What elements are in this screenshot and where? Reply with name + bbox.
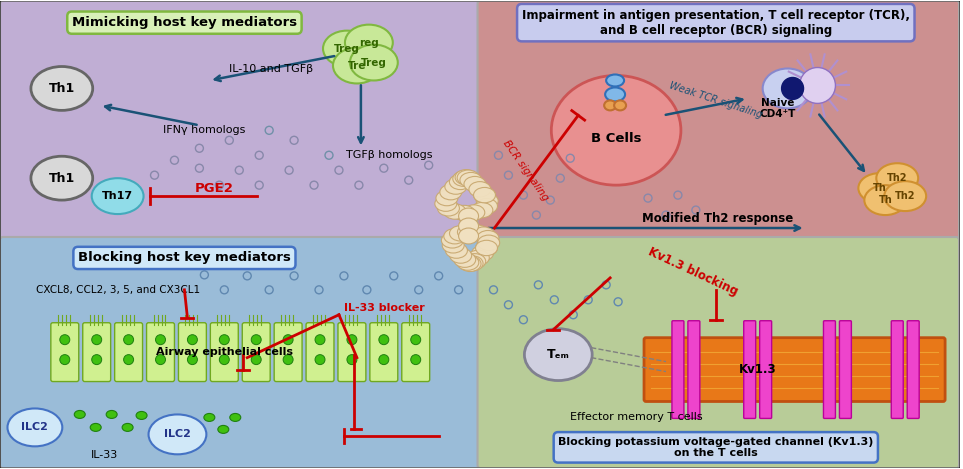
Ellipse shape <box>31 156 92 200</box>
Ellipse shape <box>350 45 398 81</box>
Text: Blocking potassium voltage-gated channel (Kv1.3)
on the T cells: Blocking potassium voltage-gated channel… <box>559 437 873 458</box>
FancyBboxPatch shape <box>672 321 684 418</box>
Ellipse shape <box>466 225 488 240</box>
Ellipse shape <box>218 425 229 433</box>
Ellipse shape <box>453 171 475 186</box>
Text: IL-10 and TGFβ: IL-10 and TGFβ <box>229 63 313 74</box>
Text: Blocking host key mediators: Blocking host key mediators <box>78 251 291 265</box>
Circle shape <box>283 335 293 345</box>
Ellipse shape <box>455 170 477 185</box>
Text: Treg: Treg <box>334 44 360 53</box>
Ellipse shape <box>454 252 476 267</box>
Ellipse shape <box>204 414 215 422</box>
Ellipse shape <box>471 203 493 218</box>
Ellipse shape <box>450 226 472 241</box>
Text: IL-33: IL-33 <box>91 450 118 460</box>
FancyBboxPatch shape <box>146 323 174 382</box>
Text: Tre: Tre <box>348 61 366 70</box>
Circle shape <box>220 355 229 364</box>
Circle shape <box>91 355 102 364</box>
Ellipse shape <box>476 198 498 214</box>
FancyBboxPatch shape <box>338 323 366 382</box>
Ellipse shape <box>457 170 480 185</box>
Text: Th1: Th1 <box>49 82 75 95</box>
FancyBboxPatch shape <box>644 338 945 401</box>
Ellipse shape <box>437 201 459 216</box>
Ellipse shape <box>333 47 380 83</box>
FancyBboxPatch shape <box>370 323 398 382</box>
Text: Modified Th2 response: Modified Th2 response <box>642 212 794 225</box>
FancyBboxPatch shape <box>51 323 79 382</box>
Text: ILC2: ILC2 <box>164 430 191 439</box>
Ellipse shape <box>323 30 371 67</box>
Ellipse shape <box>436 190 457 206</box>
Ellipse shape <box>31 67 92 110</box>
Text: B Cells: B Cells <box>591 132 641 145</box>
Ellipse shape <box>606 75 624 86</box>
Circle shape <box>220 335 229 345</box>
Ellipse shape <box>444 204 466 219</box>
Ellipse shape <box>122 424 133 431</box>
FancyBboxPatch shape <box>0 237 480 468</box>
FancyBboxPatch shape <box>210 323 238 382</box>
Circle shape <box>378 355 389 364</box>
Circle shape <box>315 335 325 345</box>
Ellipse shape <box>884 181 926 211</box>
Ellipse shape <box>474 188 496 203</box>
Ellipse shape <box>74 410 86 418</box>
Circle shape <box>411 335 421 345</box>
Text: CXCL8, CCL2, 3, 5, and CX3CL1: CXCL8, CCL2, 3, 5, and CX3CL1 <box>36 285 199 295</box>
Circle shape <box>251 335 261 345</box>
Ellipse shape <box>477 230 499 246</box>
Ellipse shape <box>782 77 803 99</box>
Ellipse shape <box>472 245 494 261</box>
Ellipse shape <box>551 76 681 185</box>
FancyBboxPatch shape <box>478 1 959 240</box>
Text: ILC2: ILC2 <box>21 423 48 432</box>
Text: BCR signaling: BCR signaling <box>501 138 550 203</box>
Ellipse shape <box>345 25 393 61</box>
Circle shape <box>347 355 357 364</box>
FancyBboxPatch shape <box>83 323 111 382</box>
Ellipse shape <box>467 250 489 265</box>
Ellipse shape <box>476 240 498 256</box>
Text: TGFβ homologs: TGFβ homologs <box>346 150 432 160</box>
Ellipse shape <box>435 196 456 212</box>
Ellipse shape <box>136 411 147 419</box>
Circle shape <box>188 355 197 364</box>
Ellipse shape <box>8 408 63 446</box>
Ellipse shape <box>440 184 462 200</box>
Circle shape <box>251 355 261 364</box>
Ellipse shape <box>464 254 485 269</box>
Text: Tₑₘ: Tₑₘ <box>547 348 570 361</box>
Text: IFNγ homologs: IFNγ homologs <box>163 125 246 136</box>
Ellipse shape <box>458 208 479 224</box>
Text: Kv1.3 blocking: Kv1.3 blocking <box>646 245 740 298</box>
FancyBboxPatch shape <box>306 323 334 382</box>
FancyBboxPatch shape <box>0 1 480 240</box>
Ellipse shape <box>148 415 206 454</box>
Text: PGE2: PGE2 <box>195 182 234 195</box>
Ellipse shape <box>450 248 472 263</box>
Ellipse shape <box>91 424 101 431</box>
Circle shape <box>60 355 69 364</box>
Circle shape <box>123 355 134 364</box>
Text: Airway epithelial cells: Airway epithelial cells <box>156 347 293 356</box>
Ellipse shape <box>459 256 482 272</box>
FancyBboxPatch shape <box>892 321 903 418</box>
Ellipse shape <box>463 205 484 220</box>
Ellipse shape <box>460 173 482 188</box>
Circle shape <box>347 335 357 345</box>
Ellipse shape <box>474 188 496 203</box>
Text: Weak TCR signaling: Weak TCR signaling <box>668 81 764 120</box>
Text: Naive
CD4⁺T: Naive CD4⁺T <box>760 98 795 119</box>
Circle shape <box>91 335 102 345</box>
Ellipse shape <box>457 224 480 240</box>
Ellipse shape <box>230 414 241 422</box>
FancyBboxPatch shape <box>907 321 919 418</box>
Text: reg: reg <box>359 38 378 47</box>
Text: Impairment in antigen presentation, T cell receptor (TCR),
and B cell receptor (: Impairment in antigen presentation, T ce… <box>522 8 910 37</box>
FancyBboxPatch shape <box>688 321 700 418</box>
Circle shape <box>378 335 389 345</box>
Circle shape <box>123 335 134 345</box>
